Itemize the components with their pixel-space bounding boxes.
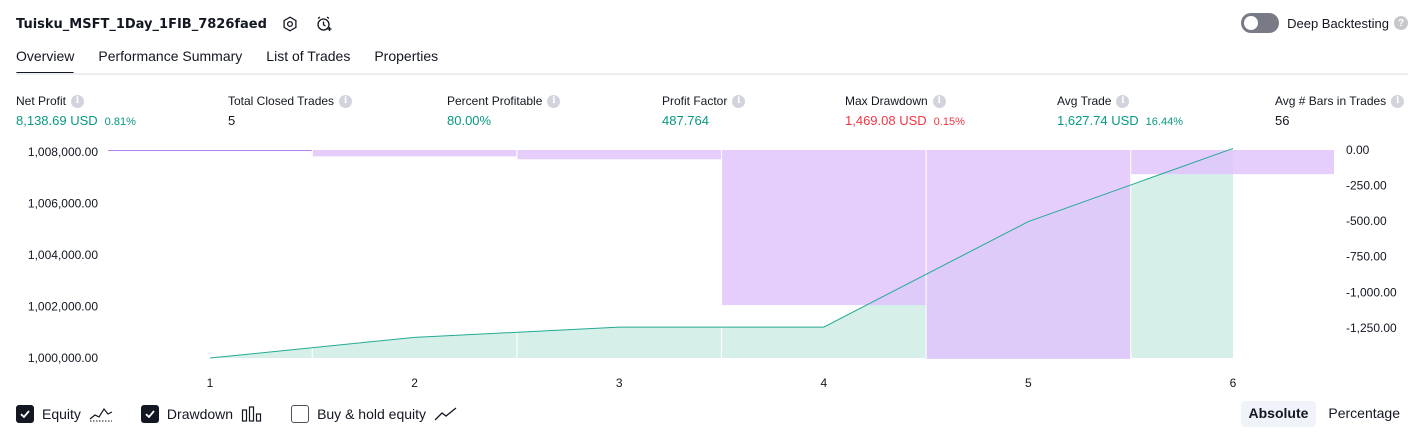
x-axis-tick: 1 xyxy=(207,376,214,390)
equity-drawdown-chart[interactable]: 1,000,000.00 1,002,000.00 1,004,000.00 1,00… xyxy=(0,140,1424,395)
deep-backtesting: Deep Backtesting ? xyxy=(1241,13,1408,33)
metric-value: 5 xyxy=(228,113,236,128)
metric-avg-bars: Avg # Bars in Trades i 56 xyxy=(1275,93,1405,128)
metric-label: Net Profit xyxy=(16,94,67,108)
settings-icon[interactable] xyxy=(279,13,301,35)
help-icon[interactable]: ? xyxy=(1394,16,1408,30)
metric-label: Avg # Bars in Trades xyxy=(1275,94,1387,108)
right-axis-tick: -500.00 xyxy=(1346,214,1387,228)
info-icon[interactable]: i xyxy=(1116,94,1130,108)
metric-value: 1,469.08 USD xyxy=(845,113,927,128)
percentage-button[interactable]: Percentage xyxy=(1328,405,1400,421)
drawdown-bar-2 xyxy=(312,150,517,157)
tab-properties[interactable]: Properties xyxy=(374,48,439,64)
metric-value: 1,627.74 USD xyxy=(1057,113,1139,128)
deep-backtesting-toggle[interactable] xyxy=(1241,13,1280,33)
drawdown-bar-3 xyxy=(516,150,722,160)
tab-divider xyxy=(16,73,1408,75)
metric-total-closed-trades: Total Closed Trades i 5 xyxy=(228,93,353,128)
tab-performance-summary[interactable]: Performance Summary xyxy=(98,48,243,64)
buy-hold-checkbox[interactable] xyxy=(291,405,310,423)
info-icon[interactable]: i xyxy=(71,94,85,108)
metric-profit-factor: Profit Factor i 487.764 xyxy=(662,93,746,128)
drawdown-bar-5 xyxy=(926,150,1131,359)
metric-percent: 0.15% xyxy=(933,116,965,128)
left-axis-tick: 1,008,000.00 xyxy=(28,145,98,159)
metric-label: Max Drawdown xyxy=(845,94,928,108)
x-axis-tick: 2 xyxy=(411,376,418,390)
metric-label: Percent Profitable xyxy=(447,94,543,108)
legend-label: Equity xyxy=(42,406,81,422)
info-icon[interactable]: i xyxy=(932,94,946,108)
strategy-title: Tuisku_MSFT_1Day_1FIB_7826faed xyxy=(16,16,267,32)
equity-line xyxy=(209,147,1234,359)
x-axis-tick: 6 xyxy=(1230,376,1237,390)
deep-backtesting-label: Deep Backtesting xyxy=(1287,15,1389,31)
right-axis-tick: -750.00 xyxy=(1346,250,1387,264)
x-axis-tick: 3 xyxy=(616,376,623,390)
tab-list-of-trades[interactable]: List of Trades xyxy=(266,48,351,64)
tab-bar: Overview Performance Summary List of Tra… xyxy=(16,44,462,75)
header: Tuisku_MSFT_1Day_1FIB_7826faed xyxy=(16,12,335,36)
legend-buy-hold-equity[interactable]: Buy & hold equity xyxy=(291,405,458,423)
right-axis-tick: -1,250.00 xyxy=(1346,321,1397,335)
left-axis-tick: 1,000,000.00 xyxy=(28,351,98,365)
info-icon[interactable]: i xyxy=(547,94,561,108)
drawdown-bar-4 xyxy=(721,150,927,306)
info-icon[interactable]: i xyxy=(732,94,746,108)
left-axis-tick: 1,006,000.00 xyxy=(28,197,98,211)
metric-value: 487.764 xyxy=(662,113,709,128)
legend-label: Buy & hold equity xyxy=(317,406,427,422)
metric-max-drawdown: Max Drawdown i 1,469.08 USD 0.15% xyxy=(845,93,965,128)
chart-legend: Equity Drawdown Buy & hold equity xyxy=(16,403,486,425)
metric-percent: 0.81% xyxy=(104,116,136,128)
scale-switch: Absolute Percentage xyxy=(1237,401,1409,427)
right-axis-tick: 0.00 xyxy=(1346,143,1370,157)
metric-net-profit: Net Profit i 8,138.69 USD 0.81% xyxy=(16,93,136,128)
info-icon[interactable]: i xyxy=(1391,94,1405,108)
right-axis-tick: -250.00 xyxy=(1346,179,1387,193)
legend-label: Drawdown xyxy=(166,406,234,422)
info-icon[interactable]: i xyxy=(339,94,353,108)
drawdown-bars-icon xyxy=(241,406,263,422)
left-axis-tick: 1,004,000.00 xyxy=(28,248,98,262)
metric-avg-trade: Avg Trade i 1,627.74 USD 16.44% xyxy=(1057,93,1183,128)
metrics-row: Net Profit i 8,138.69 USD 0.81% Total Clos… xyxy=(0,93,1424,133)
metric-value: 56 xyxy=(1275,113,1290,128)
metric-percent-profitable: Percent Profitable i 80.00% xyxy=(447,93,561,128)
x-axis-tick: 4 xyxy=(820,376,827,390)
drawdown-checkbox[interactable] xyxy=(140,405,159,423)
metric-label: Total Closed Trades xyxy=(228,94,335,108)
drawdown-bar-6 xyxy=(1130,150,1334,175)
metric-label: Profit Factor xyxy=(662,94,728,108)
equity-checkbox[interactable] xyxy=(16,405,34,423)
x-axis-tick: 5 xyxy=(1025,376,1032,390)
legend-drawdown[interactable]: Drawdown xyxy=(140,405,263,423)
metric-percent: 16.44% xyxy=(1145,116,1183,128)
absolute-button[interactable]: Absolute xyxy=(1240,401,1317,427)
metric-value: 80.00% xyxy=(447,113,492,128)
legend-equity[interactable]: Equity xyxy=(16,405,113,423)
left-axis-tick: 1,002,000.00 xyxy=(28,300,98,314)
add-alert-icon[interactable] xyxy=(313,13,335,35)
metric-label: Avg Trade xyxy=(1057,94,1112,108)
equity-line-icon xyxy=(89,406,113,422)
toggle-knob xyxy=(1244,16,1259,30)
buy-hold-line-icon xyxy=(434,406,458,422)
tab-overview[interactable]: Overview xyxy=(16,44,75,75)
metric-value: 8,138.69 USD xyxy=(16,113,98,128)
right-axis-tick: -1,000.00 xyxy=(1346,285,1397,299)
